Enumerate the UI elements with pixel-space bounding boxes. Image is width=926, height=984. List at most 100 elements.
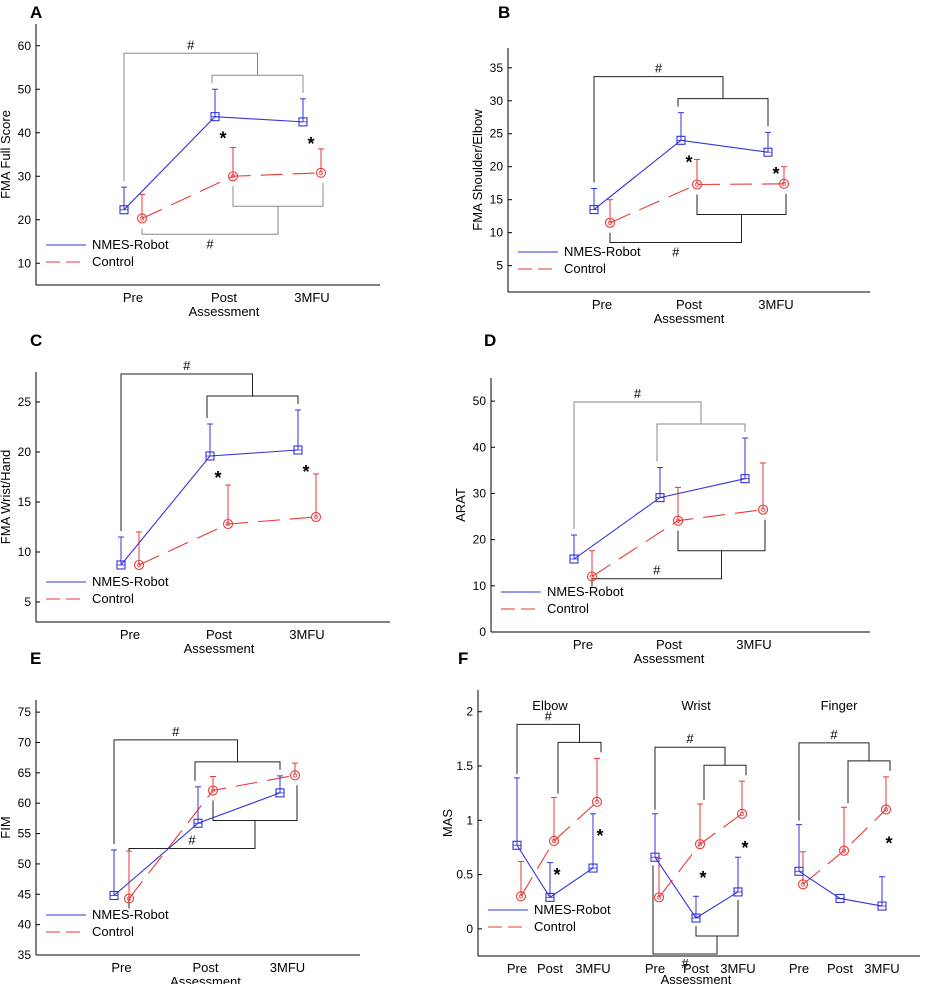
- data-point-mark-C-control: [136, 562, 142, 568]
- x-axis-title-B: Assessment: [654, 311, 725, 326]
- y-tick-label-E: 35: [18, 948, 32, 962]
- sig-label-F-outer: #: [686, 731, 694, 746]
- x-tick-label-B: 3MFU: [758, 297, 793, 312]
- y-tick-label-A: 10: [18, 256, 32, 270]
- x-axis-title-E: Assessment: [170, 974, 241, 984]
- x-tick-label-A: Post: [211, 290, 237, 305]
- sig-bracket-C-outer: [120, 373, 253, 531]
- series-line-B-nmes: [593, 139, 769, 210]
- data-point-mark-A-control: [139, 216, 145, 221]
- sig-bracket-F-inner: [557, 741, 602, 794]
- y-tick-label-A: 60: [18, 39, 32, 53]
- y-tick-label-E: 45: [18, 887, 32, 901]
- series-line-A-control: [141, 172, 322, 219]
- sig-label-B-bouter: #: [672, 245, 680, 260]
- data-point-mark-C-control: [225, 521, 231, 527]
- x-tick-label-C: 3MFU: [289, 627, 324, 642]
- y-tick-label-F: 0: [466, 922, 473, 936]
- x-tick-label-F: Pre: [789, 961, 809, 976]
- y-tick-label-A: 40: [18, 126, 32, 140]
- y-tick-label-A: 50: [18, 82, 32, 96]
- sig-label-F-bouter: #: [681, 956, 689, 971]
- data-point-mark-F-control: [883, 807, 889, 812]
- y-tick-label-E: 65: [18, 766, 32, 780]
- y-tick-label-E: 75: [18, 705, 32, 719]
- series-line-C-nmes: [120, 449, 299, 566]
- data-point-B-control: [691, 179, 703, 190]
- y-tick-label-A: 20: [18, 213, 32, 227]
- x-tick-label-F: Pre: [645, 961, 665, 976]
- data-point-C-control: [222, 518, 234, 530]
- data-point-mark-F-control: [697, 841, 703, 847]
- x-tick-label-E: Post: [192, 960, 218, 975]
- sig-bracket-A-binner: [232, 182, 324, 207]
- data-point-F-control: [548, 835, 560, 846]
- panel-E: E 35 40 45 50 55 60 65 70 75 FIM Pre Post 3MFU Assessm…: [0, 649, 360, 984]
- sig-bracket-F-inner: [847, 760, 891, 804]
- panel-label-F: F: [458, 649, 468, 668]
- sig-bracket-B-outer: [593, 76, 724, 183]
- group-title-F: Elbow: [532, 698, 568, 713]
- data-point-mark-F-control: [518, 894, 524, 899]
- y-axis-title-B: FMA Shoulder/Elbow: [470, 109, 485, 231]
- sig-label-B-outer: #: [655, 61, 663, 76]
- y-tick-label-C: 15: [18, 495, 32, 509]
- y-tick-label-C: 25: [18, 395, 32, 409]
- significance-star-B: *: [772, 164, 779, 184]
- x-axis-title-F: Assessment: [661, 972, 732, 984]
- data-point-F-control: [880, 804, 892, 815]
- sig-bracket-D-outer: [573, 401, 702, 530]
- series-line-E-control: [128, 774, 296, 899]
- panel-F: F 0 0.5 1 1.5 2 MAS Elbow Pre Post 3MFU # * * Wrist Pre…: [440, 649, 920, 984]
- legend-label-control-F: Control: [534, 919, 576, 934]
- x-tick-label-E: Pre: [111, 960, 131, 975]
- data-point-mark-E-control: [292, 773, 298, 778]
- series-line-A-nmes: [123, 116, 304, 211]
- y-tick-label-D: 0: [479, 625, 486, 639]
- legend-label-control-B: Control: [564, 261, 606, 276]
- data-point-mark-D-control: [589, 574, 595, 579]
- series-line-F-nmes: [798, 870, 883, 907]
- x-axis-title-A: Assessment: [189, 304, 260, 319]
- data-point-mark-C-control: [313, 514, 319, 520]
- data-point-mark-B-control: [781, 181, 787, 187]
- sig-label-E-bouter: #: [188, 832, 196, 847]
- significance-star-A: *: [307, 134, 314, 154]
- panel-B: B 5 10 15 20 25 30 35 FMA Shoulder/Elbow Pre Post 3…: [470, 3, 870, 326]
- y-tick-label-F: 2: [466, 705, 473, 719]
- sig-bracket-C-inner: [206, 395, 299, 418]
- legend-label-nmes-E: NMES-Robot: [92, 907, 169, 922]
- sig-bracket-A-inner: [211, 74, 304, 93]
- sig-bracket-B-inner: [677, 98, 769, 127]
- y-tick-label-B: 20: [490, 160, 504, 174]
- sig-label-D-outer: #: [634, 386, 642, 401]
- y-axis-title-D: ARAT: [453, 488, 468, 522]
- sig-bracket-D-binner: [677, 519, 766, 552]
- x-tick-label-F: 3MFU: [720, 961, 755, 976]
- y-tick-label-D: 40: [473, 440, 487, 454]
- legend-label-control-A: Control: [92, 254, 134, 269]
- sig-bracket-E-inner: [194, 761, 281, 781]
- y-tick-label-C: 10: [18, 545, 32, 559]
- y-tick-label-E: 70: [18, 736, 32, 750]
- data-point-B-control: [604, 217, 616, 228]
- x-tick-label-F: 3MFU: [575, 961, 610, 976]
- data-point-mark-A-control: [318, 170, 324, 175]
- sig-bracket-F-outer: [654, 746, 726, 810]
- sig-label-F-outer: #: [545, 708, 553, 723]
- x-axis-title-D: Assessment: [634, 651, 705, 666]
- significance-star-F: *: [596, 826, 603, 846]
- data-point-mark-F-control: [594, 799, 600, 805]
- x-tick-label-A: Pre: [123, 290, 143, 305]
- y-tick-label-E: 40: [18, 918, 32, 932]
- x-tick-label-C: Post: [206, 627, 232, 642]
- y-axis-title-F: MAS: [440, 809, 455, 838]
- sig-bracket-B-binner: [696, 193, 787, 216]
- data-point-mark-F-control: [656, 895, 662, 900]
- x-tick-label-D: 3MFU: [736, 637, 771, 652]
- y-tick-label-D: 20: [473, 533, 487, 547]
- data-point-mark-D-control: [675, 518, 681, 523]
- y-tick-label-E: 60: [18, 796, 32, 810]
- y-tick-label-F: 1: [466, 813, 473, 827]
- y-tick-label-B: 5: [496, 259, 503, 273]
